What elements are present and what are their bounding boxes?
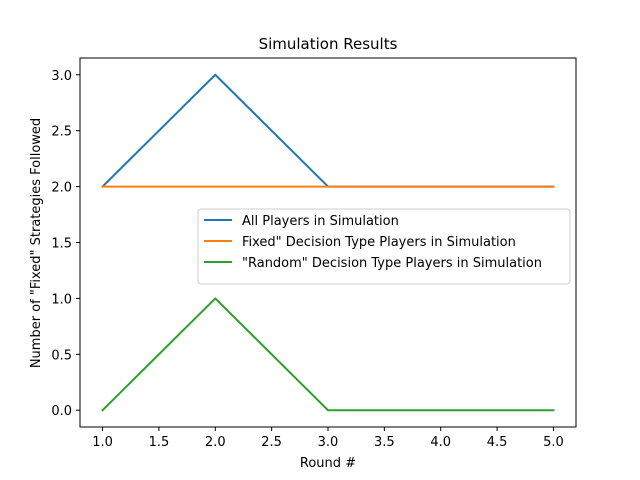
x-tick-label: 4.5 (487, 435, 508, 450)
legend: All Players in Simulation Fixed" Decision… (197, 208, 571, 285)
y-tick-label: 0.5 (51, 348, 72, 363)
y-tick-label: 1.5 (51, 237, 72, 252)
chart-title: Simulation Results (259, 35, 398, 53)
y-tick-label: 2.5 (51, 125, 72, 140)
x-tick-label: 2.5 (261, 435, 282, 450)
legend-box (197, 208, 571, 285)
y-tick-label: 2.0 (51, 181, 72, 196)
x-tick-label: 2.0 (205, 435, 226, 450)
legend-label-3: "Random" Decision Type Players in Simula… (242, 256, 542, 271)
x-tick-label: 3.0 (318, 435, 339, 450)
y-axis-label: Number of "Fixed" Strategies Followed (29, 118, 44, 368)
y-tick-label: 0.0 (51, 404, 72, 419)
x-tick-label: 3.5 (374, 435, 395, 450)
legend-label-2: Fixed" Decision Type Players in Simulati… (242, 235, 516, 250)
series-line-3 (101, 297, 555, 412)
x-tick-label: 1.0 (92, 435, 113, 450)
x-axis-label: Round # (300, 456, 356, 471)
legend-label-1: All Players in Simulation (242, 214, 399, 229)
y-tick-label: 1.0 (51, 292, 72, 307)
y-tick-label: 3.0 (51, 69, 72, 84)
x-tick-label: 4.0 (430, 435, 451, 450)
x-tick-label: 1.5 (149, 435, 170, 450)
plot-area: 1.0 1.5 2.0 2.5 3.0 3.5 4.0 4.5 5.0 0.0 0.5 1.0 1.5 2… (51, 57, 577, 450)
x-tick-label: 5.0 (543, 435, 564, 450)
